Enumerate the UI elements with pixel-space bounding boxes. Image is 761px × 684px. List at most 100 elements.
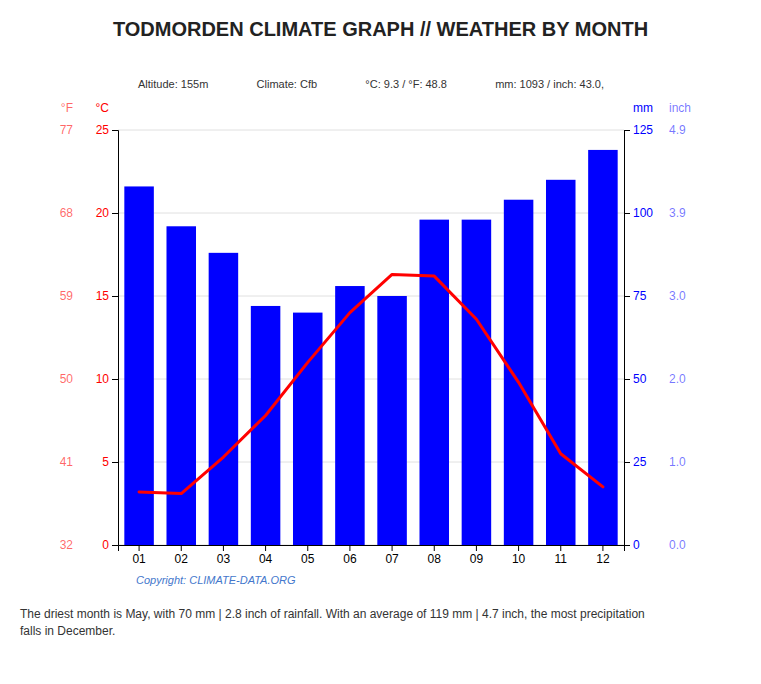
tick-label: 05 bbox=[301, 552, 315, 566]
tick-mark bbox=[112, 379, 118, 380]
axis-line bbox=[119, 546, 625, 552]
tick: 50 bbox=[60, 372, 118, 386]
tick-mark bbox=[223, 545, 224, 551]
axis-label: mm bbox=[633, 101, 653, 115]
tick-mark bbox=[434, 545, 435, 551]
tick-label: 4.9 bbox=[669, 123, 686, 137]
tick: 15 bbox=[96, 289, 118, 303]
tick-label: 20 bbox=[96, 206, 110, 220]
tick: 100 bbox=[624, 206, 653, 220]
tick: 50 bbox=[624, 372, 647, 386]
tick-label: 125 bbox=[633, 123, 653, 137]
annotation: The driest month is May, with 70 mm | 2.… bbox=[20, 607, 645, 638]
bar bbox=[419, 220, 449, 545]
subtitle-part: mm: 1093 / inch: 43.0, bbox=[495, 78, 604, 90]
tick: 04 bbox=[259, 545, 273, 566]
annotations: Copyright: CLIMATE-DATA.ORG The driest mo… bbox=[20, 574, 645, 638]
subtitle-part: Climate: Cfb bbox=[257, 78, 318, 90]
tick-label: 75 bbox=[633, 289, 647, 303]
tick-label: 2.0 bbox=[669, 372, 686, 386]
tick: 08 bbox=[428, 545, 442, 566]
tick-mark bbox=[624, 296, 630, 297]
subtitle-part: °C: 9.3 / °F: 48.8 bbox=[365, 78, 447, 90]
tick-label: 04 bbox=[259, 552, 273, 566]
tick-label: 59 bbox=[60, 289, 74, 303]
tick-label: 09 bbox=[470, 552, 484, 566]
annotation: Copyright: CLIMATE-DATA.ORG bbox=[136, 574, 296, 586]
tick-label: 15 bbox=[96, 289, 110, 303]
tick-label: 07 bbox=[385, 552, 399, 566]
plot-area bbox=[124, 150, 617, 545]
tick-label: 02 bbox=[175, 552, 189, 566]
tick-label: 25 bbox=[633, 455, 647, 469]
axis-line bbox=[112, 131, 119, 546]
tick-label: 11 bbox=[555, 552, 568, 566]
tick-mark bbox=[349, 545, 350, 551]
axis-line bbox=[625, 131, 631, 546]
tick-label: 0 bbox=[633, 538, 640, 552]
y2-axis-f: 324150596877 bbox=[60, 123, 119, 552]
tick-mark bbox=[560, 545, 561, 551]
tick: 5 bbox=[102, 455, 118, 469]
tick-mark bbox=[624, 545, 630, 546]
tick: 1.0 bbox=[624, 455, 686, 469]
tick-mark bbox=[265, 545, 266, 551]
tick-mark bbox=[624, 213, 630, 214]
tick-label: 50 bbox=[60, 372, 74, 386]
tick: 11 bbox=[555, 545, 568, 566]
tick-label: 0.0 bbox=[669, 538, 686, 552]
bar bbox=[546, 180, 576, 545]
tick-mark bbox=[624, 379, 630, 380]
bar bbox=[293, 313, 323, 545]
annotation-line: The driest month is May, with 70 mm | 2.… bbox=[20, 607, 645, 621]
tick: 32 bbox=[60, 538, 118, 552]
tick-mark bbox=[392, 545, 393, 551]
bar-series bbox=[124, 150, 617, 545]
bar bbox=[166, 226, 196, 545]
tick: 06 bbox=[343, 545, 357, 566]
tick: 10 bbox=[96, 372, 118, 386]
tick: 75 bbox=[624, 289, 647, 303]
tick: 125 bbox=[624, 123, 653, 137]
tick-label: 03 bbox=[217, 552, 231, 566]
tick-label: 1.0 bbox=[669, 455, 686, 469]
tick-mark bbox=[112, 545, 118, 546]
tick: 05 bbox=[301, 545, 315, 566]
tick-mark bbox=[112, 462, 118, 463]
tick-label: 08 bbox=[428, 552, 442, 566]
tick-label: 5 bbox=[102, 455, 109, 469]
tick: 20 bbox=[96, 206, 118, 220]
grid bbox=[118, 130, 624, 545]
tick: 3.9 bbox=[624, 206, 686, 220]
tick-label: 77 bbox=[60, 123, 74, 137]
tick: 01 bbox=[132, 545, 146, 566]
y-axis-inch: 0.0 1.0 2.0 3.0 3.9 4.9 bbox=[624, 123, 686, 552]
tick-label: 25 bbox=[96, 123, 110, 137]
tick: 3.0 bbox=[624, 289, 686, 303]
annotation-line: falls in December. bbox=[20, 624, 115, 638]
tick-label: 12 bbox=[596, 552, 610, 566]
tick: 41 bbox=[60, 455, 118, 469]
grid-line bbox=[118, 130, 624, 131]
tick-mark bbox=[112, 213, 118, 214]
axis-label: inch bbox=[669, 101, 691, 115]
tick-label: 10 bbox=[512, 552, 526, 566]
tick: 09 bbox=[470, 545, 484, 566]
tick-label: 68 bbox=[60, 206, 74, 220]
tick-label: 50 bbox=[633, 372, 647, 386]
axis-label: °F bbox=[61, 101, 73, 115]
tick-label: 32 bbox=[60, 538, 74, 552]
tick-label: 41 bbox=[60, 455, 74, 469]
tick: 07 bbox=[385, 545, 399, 566]
tick: 0 bbox=[102, 538, 118, 552]
tick-label: 06 bbox=[343, 552, 357, 566]
bar bbox=[209, 253, 239, 545]
tick: 25 bbox=[624, 455, 647, 469]
tick-mark bbox=[518, 545, 519, 551]
tick-label: 3.0 bbox=[669, 289, 686, 303]
tick: 4.9 bbox=[624, 123, 686, 137]
x-axis: 01 02 03 04 05 06 07 08 09 10 11 12 bbox=[119, 545, 625, 566]
tick-mark bbox=[181, 545, 182, 551]
chart-svg: TODMORDEN CLIMATE GRAPH // WEATHER BY MO… bbox=[0, 0, 761, 684]
tick: 02 bbox=[175, 545, 189, 566]
